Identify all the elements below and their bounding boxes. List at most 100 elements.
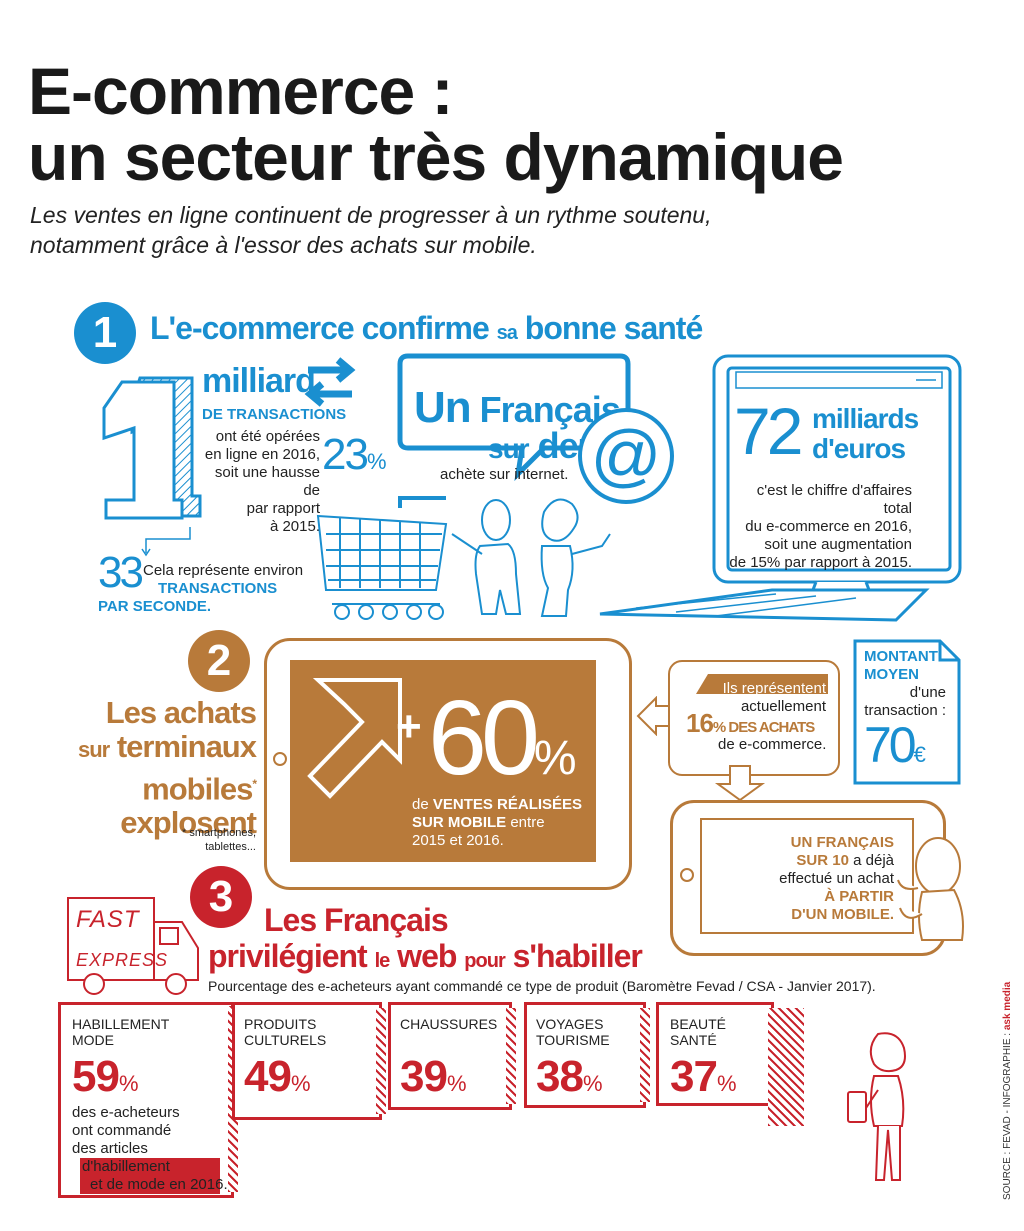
section1-heading: L'e-commerce confirme sa bonne santé [150, 310, 703, 347]
per-second-text-3: PAR SECONDE. [98, 598, 212, 615]
category-value-2: 39% [400, 1052, 466, 1102]
category-value-1: 49% [244, 1052, 310, 1102]
growth-plus: + [396, 702, 422, 751]
category-box-chaussures-side [506, 1008, 516, 1104]
section2-heading-3: mobiles [142, 771, 253, 807]
francais-desc: achète sur internet. [440, 466, 569, 483]
ca-unit-2: d'euros [812, 433, 906, 464]
hausse-unit: % [366, 449, 387, 474]
truck-text-1: FAST [76, 906, 140, 933]
category-box-beaute-side [768, 1008, 804, 1126]
section3-heading-2e: s'habiller [512, 938, 643, 974]
section2-badge: 2 [188, 630, 250, 692]
section3-heading-2c: web [397, 938, 457, 974]
mobile-desc-2a: SUR 10 [796, 852, 849, 869]
growth-desc-3: 2015 et 2016. [412, 832, 504, 849]
montant-number: 70 [864, 717, 917, 773]
source-brand: ask media [1002, 981, 1013, 1031]
category-label-0: HABILLEMENT MODE [72, 1016, 169, 1048]
transactions-desc-1: ont été opérées [215, 428, 320, 445]
category-2-unit: % [446, 1071, 467, 1096]
category-value-4: 37% [670, 1052, 736, 1102]
ca-desc: c'est le chiffre d'affaires total du e-c… [728, 482, 912, 572]
source-credit: SOURCE : FEVAD - INFOGRAPHIE : ask media [1002, 982, 1013, 1200]
category-1-label1: PRODUITS [244, 1016, 317, 1032]
section3-heading-2b: le [374, 950, 391, 972]
mobile-desc-5: D'UN MOBILE. [791, 906, 894, 923]
speech-bubble [397, 353, 631, 482]
footnote-1: * smartphones, [182, 827, 256, 839]
transactions-desc-3: soit une hausse de [214, 464, 320, 499]
phone-frame [670, 800, 946, 956]
share-number: 16 [686, 708, 714, 738]
footnote-2: tablettes... [205, 841, 256, 853]
section1-heading-a: L'e-commerce confirme [150, 310, 490, 346]
habillement-note-4: d'habillement [82, 1158, 170, 1175]
section1-heading-b: sa [496, 322, 518, 344]
category-label-3: VOYAGES TOURISME [536, 1016, 610, 1048]
habillement-note-band [80, 1158, 220, 1194]
source-text: SOURCE : FEVAD - INFOGRAPHIE : [1002, 1032, 1013, 1200]
hausse-value: 23% [322, 430, 387, 480]
section2-heading-4: explosent [120, 805, 257, 841]
category-3-label1: VOYAGES [536, 1016, 604, 1032]
transactions-desc-2: en ligne en 2016, [204, 446, 320, 463]
subtitle-line-1: Les ventes en ligne continuent de progre… [30, 202, 712, 228]
category-2-label1: CHAUSSURES [400, 1016, 498, 1032]
category-3-label2: TOURISME [536, 1032, 610, 1048]
share-box-band [696, 674, 828, 694]
phone-button [680, 868, 694, 882]
category-3-value: 38 [536, 1052, 584, 1101]
category-1-unit: % [290, 1071, 311, 1096]
category-0-label2: MODE [72, 1032, 114, 1048]
subtitle-line-2: notamment grâce à l'essor des achats sur… [30, 232, 537, 258]
category-value-0: 59% [72, 1052, 138, 1102]
man-peeking-illustration [897, 837, 964, 941]
category-box-voyages-side [640, 1008, 650, 1102]
growth-desc-2b: entre [510, 814, 545, 831]
francais-un: Un [414, 383, 472, 432]
shopping-cart-illustration [316, 496, 611, 620]
title-line-2: un secteur très dynamique [28, 120, 844, 194]
montant-title: MONTANT MOYEN [864, 648, 938, 684]
francais-sur: sur [488, 433, 530, 464]
growth-arrow-icon [307, 678, 402, 799]
transactions-desc-5: à 2015. [269, 518, 320, 535]
section2-heading-star: * [252, 777, 257, 791]
per-second-number: 33 [98, 548, 144, 597]
category-label-4: BEAUTÉ SANTÉ [670, 1016, 726, 1048]
section1-badge: 1 [74, 302, 136, 364]
montant-desc: d'une transaction : [862, 684, 946, 720]
category-1-value: 49 [244, 1052, 292, 1101]
habillement-note-5: et de mode en 2016. [90, 1176, 228, 1193]
growth-desc-1b: VENTES RÉALISÉES [432, 796, 583, 813]
share-text-2: actuellement [740, 698, 826, 715]
growth-desc-2a: SUR MOBILE [412, 814, 507, 831]
category-1-label2: CULTURELS [244, 1032, 327, 1048]
share-text-4: de e-commerce. [718, 736, 827, 753]
section1-heading-c: bonne santé [524, 310, 703, 346]
category-4-unit: % [716, 1071, 737, 1096]
receipt-frame [853, 639, 961, 785]
share-text-1: Ils représentent [722, 680, 826, 697]
category-4-label2: SANTÉ [670, 1032, 717, 1048]
category-box-culturels [232, 1002, 382, 1120]
section2-footnote: * smartphones, tablettes... [150, 826, 256, 854]
delivery-truck-illustration [67, 897, 199, 995]
share-text-3: % DES ACHATS [712, 719, 815, 736]
page-subtitle: Les ventes en ligne continuent de progre… [30, 200, 712, 260]
growth-number: 60 [428, 679, 540, 797]
title-line-1: E-commerce : [28, 54, 454, 128]
section2-heading-2a: sur [77, 737, 110, 762]
montant-value: 70€ [864, 716, 926, 774]
hausse-number: 23 [322, 430, 369, 479]
montant-currency: € [913, 742, 926, 767]
category-value-3: 38% [536, 1052, 602, 1102]
category-0-label1: HABILLEMENT [72, 1016, 170, 1032]
montant-desc-2: transaction : [864, 702, 946, 719]
ca-number: 72 [734, 394, 803, 468]
ca-desc-2: du e-commerce en 2016, [745, 518, 912, 535]
big-one-graphic [102, 376, 202, 520]
monitor-illustration [599, 354, 962, 622]
tablet-button [273, 752, 287, 766]
